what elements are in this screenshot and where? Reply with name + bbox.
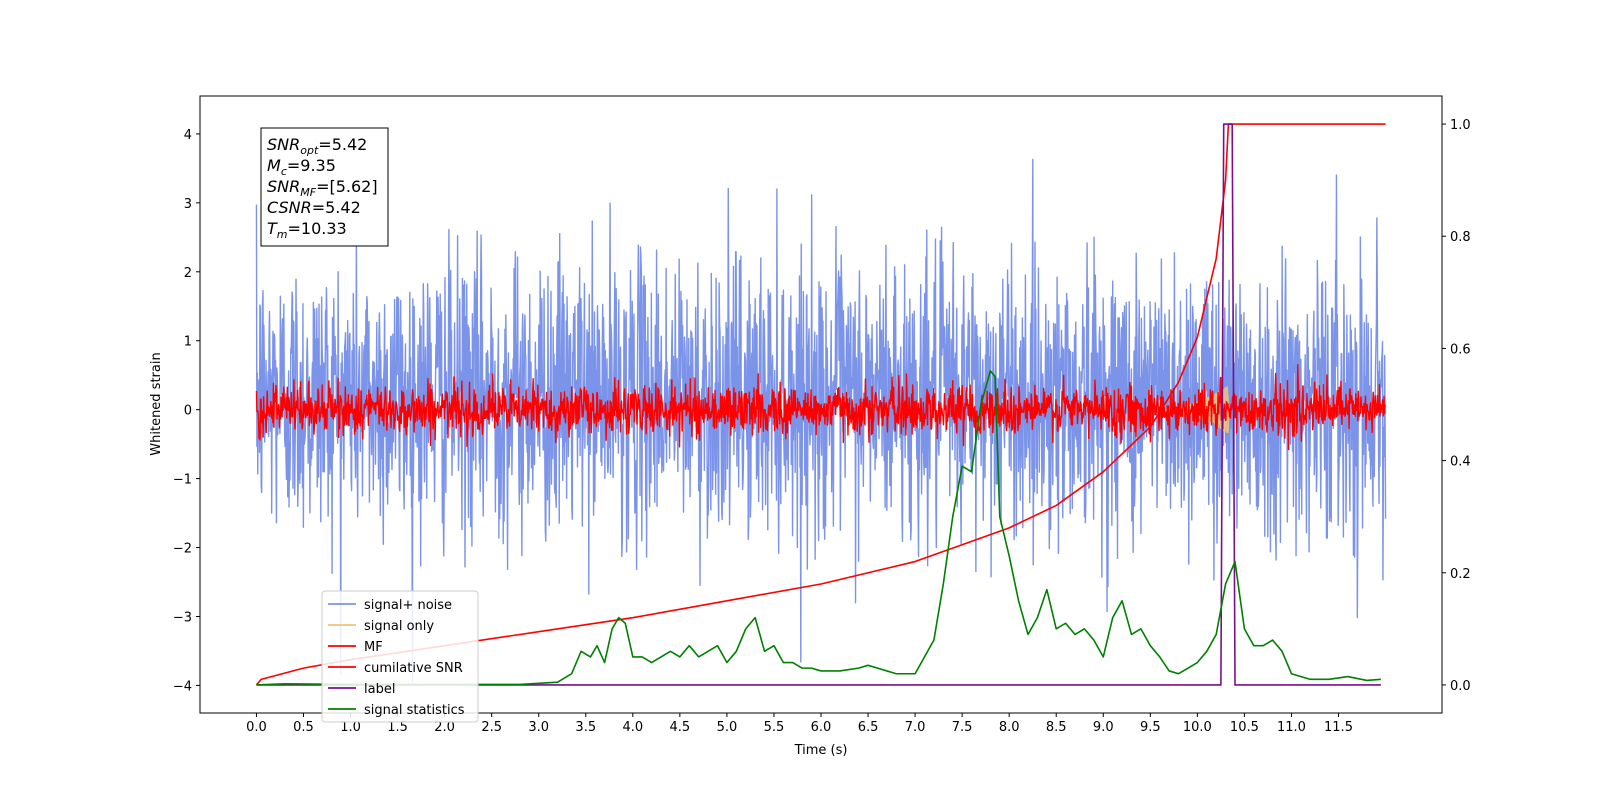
y-axis-left: 4 3 2 1 0 −1 −2 −3 −4	[173, 128, 200, 694]
y-tick-label: 3	[184, 197, 192, 212]
x-tick-label: 9.0	[1093, 720, 1114, 735]
annotation-line: SNRopt=5.42	[267, 135, 367, 157]
y-axis-right: 1.0 0.8 0.6 0.4 0.2 0.0	[1442, 118, 1471, 694]
y2-tick-label: 0.8	[1450, 230, 1471, 245]
x-tick-label: 4.0	[622, 720, 643, 735]
x-tick-label: 1.0	[340, 720, 361, 735]
y2-tick-label: 1.0	[1450, 118, 1471, 133]
y-tick-label: 2	[184, 266, 192, 281]
x-tick-label: 7.0	[905, 720, 926, 735]
series-line-5	[256, 370, 1381, 686]
x-tick-label: 8.0	[999, 720, 1020, 735]
annotation-line: Tm=10.33	[267, 219, 347, 241]
legend-label: signal only	[364, 619, 434, 634]
x-tick-label: 2.5	[481, 720, 502, 735]
x-tick-label: 9.5	[1140, 720, 1161, 735]
y2-tick-label: 0.6	[1450, 342, 1471, 357]
y2-tick-label: 0.2	[1450, 567, 1471, 582]
legend-label: signal+ noise	[364, 598, 452, 613]
y2-tick-label: 0.0	[1450, 679, 1471, 694]
series-line-0	[255, 158, 1387, 683]
series-line-4	[256, 123, 1381, 686]
y-tick-label: 0	[184, 404, 192, 419]
annotation-line: Mc=9.35	[267, 156, 336, 178]
x-tick-label: 2.0	[434, 720, 455, 735]
x-tick-label: 3.0	[528, 720, 549, 735]
series-line-2	[255, 364, 1387, 451]
x-tick-label: 7.5	[952, 720, 973, 735]
y-tick-label: 4	[184, 128, 192, 143]
x-tick-label: 6.5	[858, 720, 879, 735]
legend-label: signal statistics	[364, 703, 465, 718]
x-tick-label: 11.0	[1277, 720, 1306, 735]
y-axis-label: Whitened strain	[149, 352, 164, 455]
annotation-frame	[260, 127, 389, 247]
annotation-line: SNRMF=[5.62]	[267, 177, 378, 199]
x-tick-label: 6.0	[811, 720, 832, 735]
x-tick-label: 11.5	[1324, 720, 1353, 735]
x-tick-label: 0.0	[246, 720, 267, 735]
legend-label: cumilative SNR	[364, 661, 463, 676]
y-tick-label: −2	[173, 542, 192, 557]
x-tick-label: 5.5	[764, 720, 785, 735]
legend-frame	[321, 590, 479, 723]
y-tick-label: −3	[173, 610, 192, 625]
annotation-line: CSNR=5.42	[267, 198, 361, 217]
x-axis-label: Time (s)	[794, 743, 848, 758]
x-tick-label: 10.5	[1230, 720, 1259, 735]
x-tick-label: 4.5	[670, 720, 691, 735]
legend-label: label	[364, 682, 395, 697]
x-axis: 0.0 0.5 1.0 1.5 2.0 2.5 3.0 3.5 4.0 4.5 5.0 5.5 6.0 6…	[246, 713, 1353, 735]
legend: signal+ noise signal only MF cumilative SNR…	[321, 590, 479, 723]
y2-tick-label: 0.4	[1450, 455, 1471, 470]
x-tick-label: 0.5	[293, 720, 314, 735]
x-tick-label: 5.0	[717, 720, 738, 735]
y-tick-label: 1	[184, 335, 192, 350]
x-tick-label: 1.5	[387, 720, 408, 735]
legend-label: MF	[364, 640, 383, 655]
x-tick-label: 10.0	[1183, 720, 1212, 735]
y-tick-label: −1	[173, 473, 192, 488]
y-tick-label: −4	[173, 679, 192, 694]
x-tick-label: 3.5	[575, 720, 596, 735]
x-tick-label: 8.5	[1046, 720, 1067, 735]
